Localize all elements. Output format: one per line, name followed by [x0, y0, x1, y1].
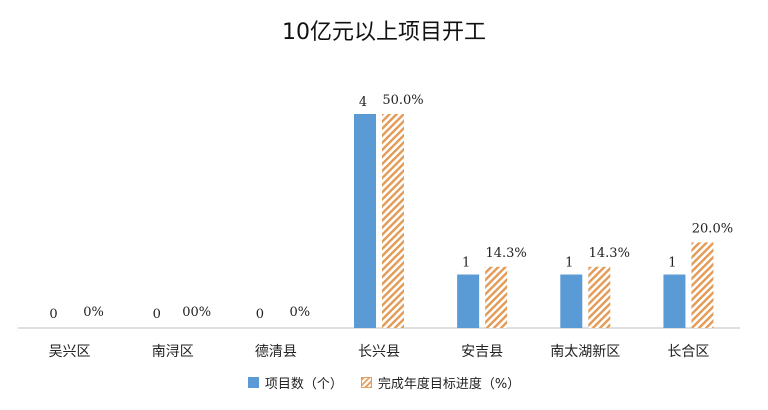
category-label-2: 德清县 — [255, 344, 297, 360]
legend-item-project-count: 项目数（个） — [247, 373, 343, 392]
bar-progress-6 — [691, 242, 714, 328]
data-label-progress-1: 00% — [182, 305, 211, 320]
bar-progress-3 — [382, 114, 404, 328]
category-label-3: 长兴县 — [358, 344, 400, 360]
data-label-project-count-5: 1 — [565, 256, 573, 271]
legend-swatch-hatch — [360, 377, 372, 388]
data-label-project-count-0: 0 — [49, 307, 57, 322]
category-label-5: 南太湖新区 — [550, 344, 620, 360]
category-label-0: 吴兴区 — [49, 344, 91, 360]
data-label-project-count-2: 0 — [256, 307, 264, 322]
category-label-6: 长合区 — [667, 344, 709, 360]
bar-progress-4 — [485, 266, 508, 328]
data-label-progress-6: 20.0% — [692, 221, 733, 236]
data-label-progress-0: 0% — [83, 305, 104, 320]
bar-project-count-4 — [457, 274, 480, 328]
chart-title: 10亿元以上项目开工 — [282, 20, 486, 45]
data-label-progress-5: 14.3% — [589, 246, 630, 261]
data-label-project-count-3: 4 — [359, 95, 367, 110]
legend-label-project-count: 项目数（个） — [264, 377, 343, 392]
bar-project-count-5 — [560, 274, 583, 328]
data-label-project-count-4: 1 — [462, 256, 470, 271]
data-label-progress-2: 0% — [290, 305, 311, 320]
data-label-project-count-6: 1 — [668, 256, 676, 271]
legend-item-progress: 完成年度目标进度（%） — [360, 373, 521, 392]
data-label-progress-4: 14.3% — [485, 246, 526, 261]
legend: 项目数（个） 完成年度目标进度（%） — [0, 373, 768, 392]
legend-swatch-blue — [247, 377, 259, 388]
data-label-project-count-1: 0 — [153, 307, 161, 322]
category-label-4: 安吉县 — [461, 344, 503, 360]
legend-label-progress: 完成年度目标进度（%） — [377, 377, 521, 392]
data-label-progress-3: 50.0% — [382, 93, 423, 108]
bar-project-count-6 — [663, 274, 686, 328]
category-label-1: 南浔区 — [152, 344, 194, 360]
bar-project-count-3 — [354, 114, 376, 328]
bar-progress-5 — [588, 266, 611, 328]
